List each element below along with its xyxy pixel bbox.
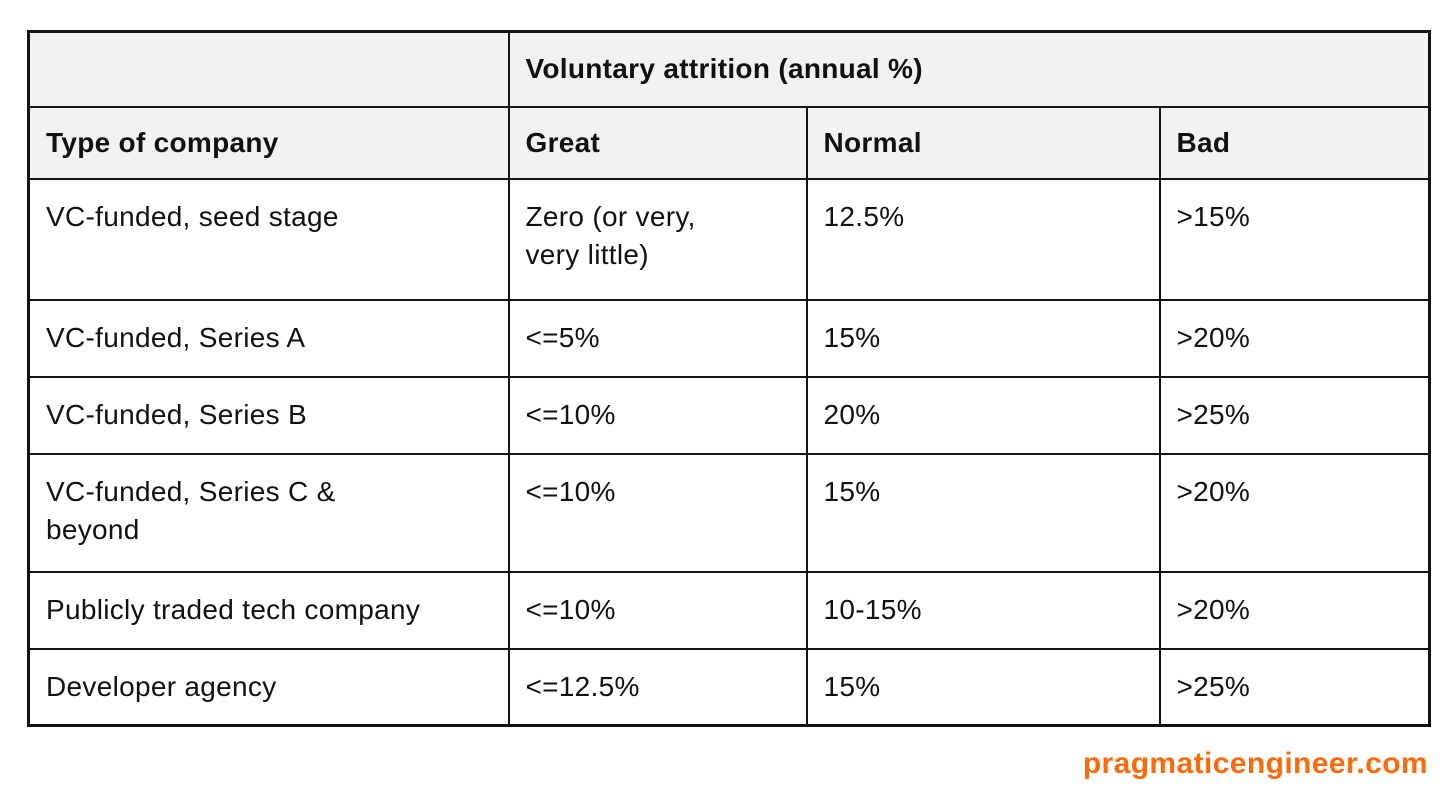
value-cell-bad: >20% [1158, 452, 1431, 573]
attrition-table: Voluntary attrition (annual %) Type of c… [27, 30, 1432, 727]
value-cell-normal: 15% [805, 298, 1161, 378]
column-header-row: Type of company Great Normal Bad [27, 105, 1431, 180]
corner-cell [27, 30, 510, 108]
table-row: Developer agency <=12.5% 15% >25% [27, 647, 1431, 726]
value-cell-normal: 15% [805, 647, 1161, 726]
value-cell-bad: >20% [1158, 570, 1431, 650]
value-cell-normal: 15% [805, 452, 1161, 573]
table-title: Voluntary attrition (annual %) [507, 30, 1431, 108]
attribution-text: pragmaticengineer.com [1082, 746, 1428, 780]
row-label-cell: VC-funded, Series B [27, 375, 510, 455]
table-row: VC-funded, Series B <=10% 20% >25% [27, 375, 1431, 455]
column-header-normal: Normal [805, 105, 1161, 180]
value-cell-great: <=12.5% [507, 647, 808, 726]
value-cell-great: <=10% [507, 375, 808, 455]
value-cell-bad: >15% [1158, 177, 1431, 301]
value-cell-normal: 20% [805, 375, 1161, 455]
column-header-type-of-company: Type of company [27, 105, 510, 180]
value-cell-great: <=10% [507, 570, 808, 650]
row-label-cell: Publicly traded tech company [27, 570, 510, 650]
table-row: VC-funded, Series C & beyond <=10% 15% >… [27, 452, 1431, 573]
value-cell-bad: >25% [1158, 375, 1431, 455]
column-header-great: Great [507, 105, 808, 180]
row-label-cell: VC-funded, seed stage [27, 177, 510, 301]
row-label-cell: Developer agency [27, 647, 510, 726]
spanning-header-row: Voluntary attrition (annual %) [27, 30, 1431, 108]
value-cell-normal: 12.5% [805, 177, 1161, 301]
row-label-cell: VC-funded, Series A [27, 298, 510, 378]
value-cell-bad: >20% [1158, 298, 1431, 378]
value-cell-great: <=10% [507, 452, 808, 573]
table-row: VC-funded, seed stage Zero (or very, ver… [27, 177, 1431, 301]
table-row: VC-funded, Series A <=5% 15% >20% [27, 298, 1431, 378]
value-cell-bad: >25% [1158, 647, 1431, 726]
table-row: Publicly traded tech company <=10% 10-15… [27, 570, 1431, 650]
attrition-table-figure: Voluntary attrition (annual %) Type of c… [27, 30, 1432, 781]
row-label-cell: VC-funded, Series C & beyond [27, 452, 510, 573]
value-cell-normal: 10-15% [805, 570, 1161, 650]
column-header-bad: Bad [1158, 105, 1431, 180]
value-cell-great: <=5% [507, 298, 808, 378]
value-cell-great: Zero (or very, very little) [507, 177, 808, 301]
